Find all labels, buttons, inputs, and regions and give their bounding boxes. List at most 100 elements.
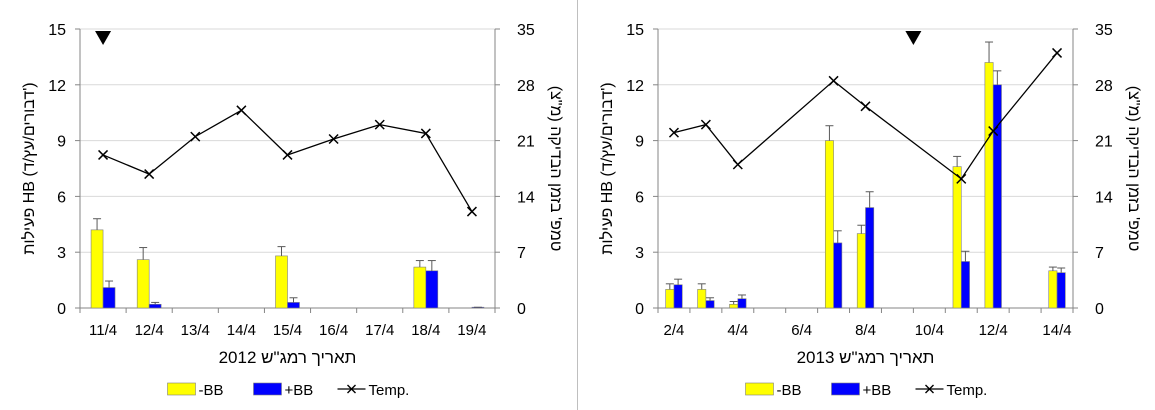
x-tick-label: 19/4: [457, 322, 486, 339]
bar-plus-bb: [287, 302, 300, 309]
bar-minus-bb: [856, 233, 866, 309]
y2-tick-label: 28: [1095, 78, 1113, 95]
x-tick-label: 13/4: [181, 322, 210, 339]
bar-plus-bb: [102, 287, 116, 309]
bar-minus-bb: [697, 289, 707, 309]
y-tick-label: 6: [57, 189, 66, 206]
bar-plus-bb: [148, 303, 162, 309]
y-axis-title-left: פעילות HB (דבורים/עץ/ד'): [20, 82, 38, 254]
y2-tick-label: 35: [1095, 22, 1113, 39]
x-tick-label: 2/4: [664, 322, 685, 339]
temperature-point: [144, 169, 155, 180]
temperature-point: [328, 133, 339, 145]
legend-swatch-temperature-marker: [347, 384, 356, 394]
y2-tick-label: 21: [517, 134, 535, 151]
temperature-point: [988, 126, 999, 137]
y-tick-label: 3: [57, 245, 66, 262]
x-axis-title: תאריך רמג"ש 2012: [219, 348, 357, 367]
bar-plus-bb: [425, 270, 439, 309]
chart-panel-2013: 0 3 6 9 12 15 0 7 14 21 28 35 2/4 4/4 6/4 8/4 10/4 12/4 14…: [578, 0, 1155, 410]
y-axis-title-left: פעילות HB (דבורים/עץ/ד'): [598, 82, 616, 254]
legend-label-minus-bb: -BB: [199, 382, 224, 399]
legend-swatch-temperature-marker: [925, 384, 934, 394]
y-axis-title-right: טמפ' בזמן הבדיקה (מ"צ): [547, 86, 564, 252]
y-tick-label: 12: [626, 78, 644, 95]
x-tick-label: 18/4: [411, 322, 440, 339]
legend-label-plus-bb: +BB: [285, 382, 314, 399]
y-tick-label: 9: [635, 134, 644, 151]
temperature-point: [828, 75, 839, 86]
legend-label-temperature: Temp.: [369, 382, 410, 399]
y-tick-label: 9: [57, 134, 66, 151]
y2-tick-label: 7: [517, 245, 526, 262]
bar-plus-bb: [1056, 272, 1066, 309]
bar-plus-bb: [960, 261, 970, 309]
legend-swatch-plus-bb: [253, 382, 282, 396]
temperature-point: [190, 131, 201, 142]
bar-minus-bb: [413, 266, 427, 309]
temperature-point: [374, 119, 385, 130]
bar-minus-bb: [952, 166, 962, 309]
chart-panel-2012: 0 3 6 9 12 15 0 7 14 21 28 35 11/4 12/4 13/4 14/4 15/4 16…: [0, 0, 577, 410]
y2-tick-label: 35: [517, 22, 535, 39]
x-tick-label: 8/4: [855, 322, 876, 339]
x-tick-label: 14/4: [227, 322, 256, 339]
temperature-point: [466, 206, 477, 217]
panel-divider: [577, 0, 578, 410]
x-tick-label: 14/4: [1042, 322, 1071, 339]
y-tick-label: 6: [635, 189, 644, 206]
x-tick-label: 12/4: [135, 322, 164, 339]
y-tick-label: 15: [48, 22, 66, 39]
legend-swatch-minus-bb: [167, 382, 196, 396]
bar-plus-bb: [992, 84, 1002, 309]
x-tick-label: 12/4: [979, 322, 1008, 339]
chart-2013: 0 3 6 9 12 15 0 7 14 21 28 35 2/4 4/4 6/4 8/4 10/4 12/4 14…: [598, 22, 1142, 399]
temperature-point: [668, 127, 679, 138]
bar-plus-bb: [833, 242, 843, 309]
temperature-point: [282, 149, 293, 160]
y-axis-title-right: טמפ' בזמן הבדיקה (מ"צ): [1125, 86, 1142, 252]
bar-minus-bb: [90, 229, 104, 309]
x-axis-title: תאריך רמג"ש 2013: [797, 348, 935, 367]
y2-tick-label: 7: [1095, 245, 1104, 262]
bar-plus-bb: [737, 298, 747, 309]
legend-swatch-minus-bb: [745, 382, 774, 396]
bar-plus-bb: [673, 284, 683, 309]
temperature-point: [700, 119, 711, 130]
bar-plus-bb: [705, 300, 715, 309]
x-tick-label: 4/4: [727, 322, 748, 339]
bar-minus-bb: [1048, 270, 1058, 309]
y-tick-label: 12: [48, 78, 66, 95]
bar-plus-bb: [865, 207, 875, 309]
y2-tick-label: 14: [517, 189, 535, 206]
legend-swatch-plus-bb: [831, 382, 860, 396]
y2-tick-label: 0: [517, 301, 526, 318]
y-tick-label: 0: [635, 301, 644, 318]
legend-label-plus-bb: +BB: [863, 382, 892, 399]
temperature-point: [860, 101, 871, 112]
y-tick-label: 0: [57, 301, 66, 318]
temperature-point: [236, 105, 247, 116]
x-tick-label: 15/4: [273, 322, 302, 339]
bar-minus-bb: [136, 259, 150, 309]
temperature-point: [732, 159, 743, 170]
x-tick-label: 11/4: [89, 322, 117, 339]
x-tick-label: 10/4: [915, 322, 944, 339]
bar-minus-bb: [984, 62, 994, 309]
event-marker-triangle: [905, 31, 922, 45]
y-tick-label: 3: [635, 245, 644, 262]
chart-2012: 0 3 6 9 12 15 0 7 14 21 28 35 11/4 12/4 13/4 14/4 15/4 16…: [20, 22, 564, 399]
y-tick-label: 15: [626, 22, 644, 39]
x-tick-label: 17/4: [365, 322, 394, 339]
temperature-point: [98, 149, 109, 160]
bar-minus-bb: [275, 255, 288, 309]
legend-label-minus-bb: -BB: [777, 382, 802, 399]
y2-tick-label: 21: [1095, 134, 1113, 151]
temperature-point: [956, 173, 967, 184]
x-tick-label: 6/4: [791, 322, 812, 339]
bar-minus-bb: [665, 289, 675, 309]
y2-tick-label: 28: [517, 78, 535, 95]
bar-minus-bb: [824, 140, 834, 309]
temperature-point: [1052, 47, 1063, 58]
x-tick-label: 16/4: [319, 322, 348, 339]
